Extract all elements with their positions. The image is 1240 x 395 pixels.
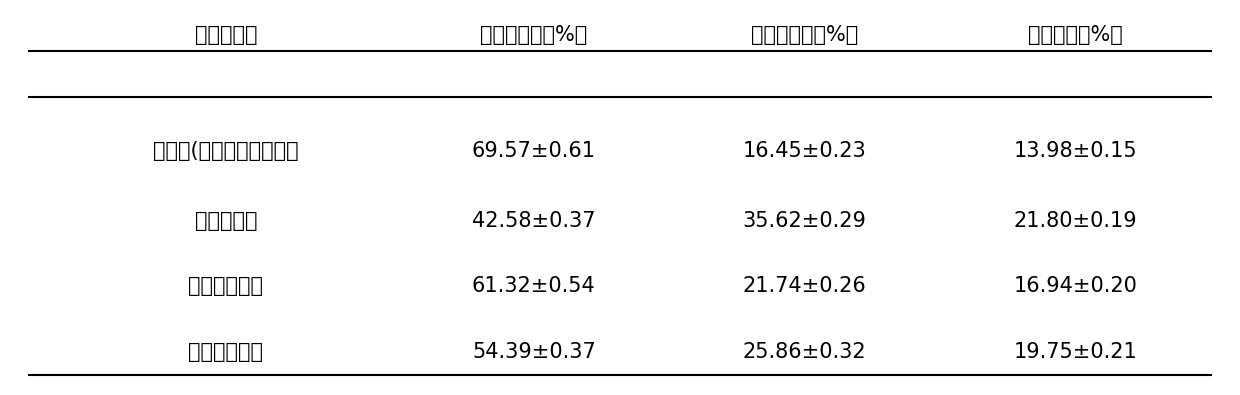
Text: 25.86±0.32: 25.86±0.32 xyxy=(743,342,867,362)
Text: 42.58±0.37: 42.58±0.37 xyxy=(472,211,595,231)
Text: 16.45±0.23: 16.45±0.23 xyxy=(743,141,867,161)
Text: 16.94±0.20: 16.94±0.20 xyxy=(1014,276,1137,296)
Text: 69.57±0.61: 69.57±0.61 xyxy=(471,141,595,161)
Text: 抗性淀粉（%）: 抗性淀粉（%） xyxy=(1028,25,1123,45)
Text: 35.62±0.29: 35.62±0.29 xyxy=(743,211,867,231)
Text: 无处理(混合全谷物原粉）: 无处理(混合全谷物原粉） xyxy=(153,141,299,161)
Text: 21.74±0.26: 21.74±0.26 xyxy=(743,276,867,296)
Text: 21.80±0.19: 21.80±0.19 xyxy=(1014,211,1137,231)
Text: 第一段酶处理: 第一段酶处理 xyxy=(188,276,263,296)
Text: 两段酶处理: 两段酶处理 xyxy=(195,211,257,231)
Text: 慢消化淀粉（%）: 慢消化淀粉（%） xyxy=(751,25,858,45)
Text: 快消化淀粉（%）: 快消化淀粉（%） xyxy=(480,25,588,45)
Text: 13.98±0.15: 13.98±0.15 xyxy=(1014,141,1137,161)
Text: 酶处理工艺: 酶处理工艺 xyxy=(195,25,257,45)
Text: 54.39±0.37: 54.39±0.37 xyxy=(472,342,595,362)
Text: 19.75±0.21: 19.75±0.21 xyxy=(1014,342,1137,362)
Text: 61.32±0.54: 61.32±0.54 xyxy=(472,276,595,296)
Text: 第二段酶处理: 第二段酶处理 xyxy=(188,342,263,362)
